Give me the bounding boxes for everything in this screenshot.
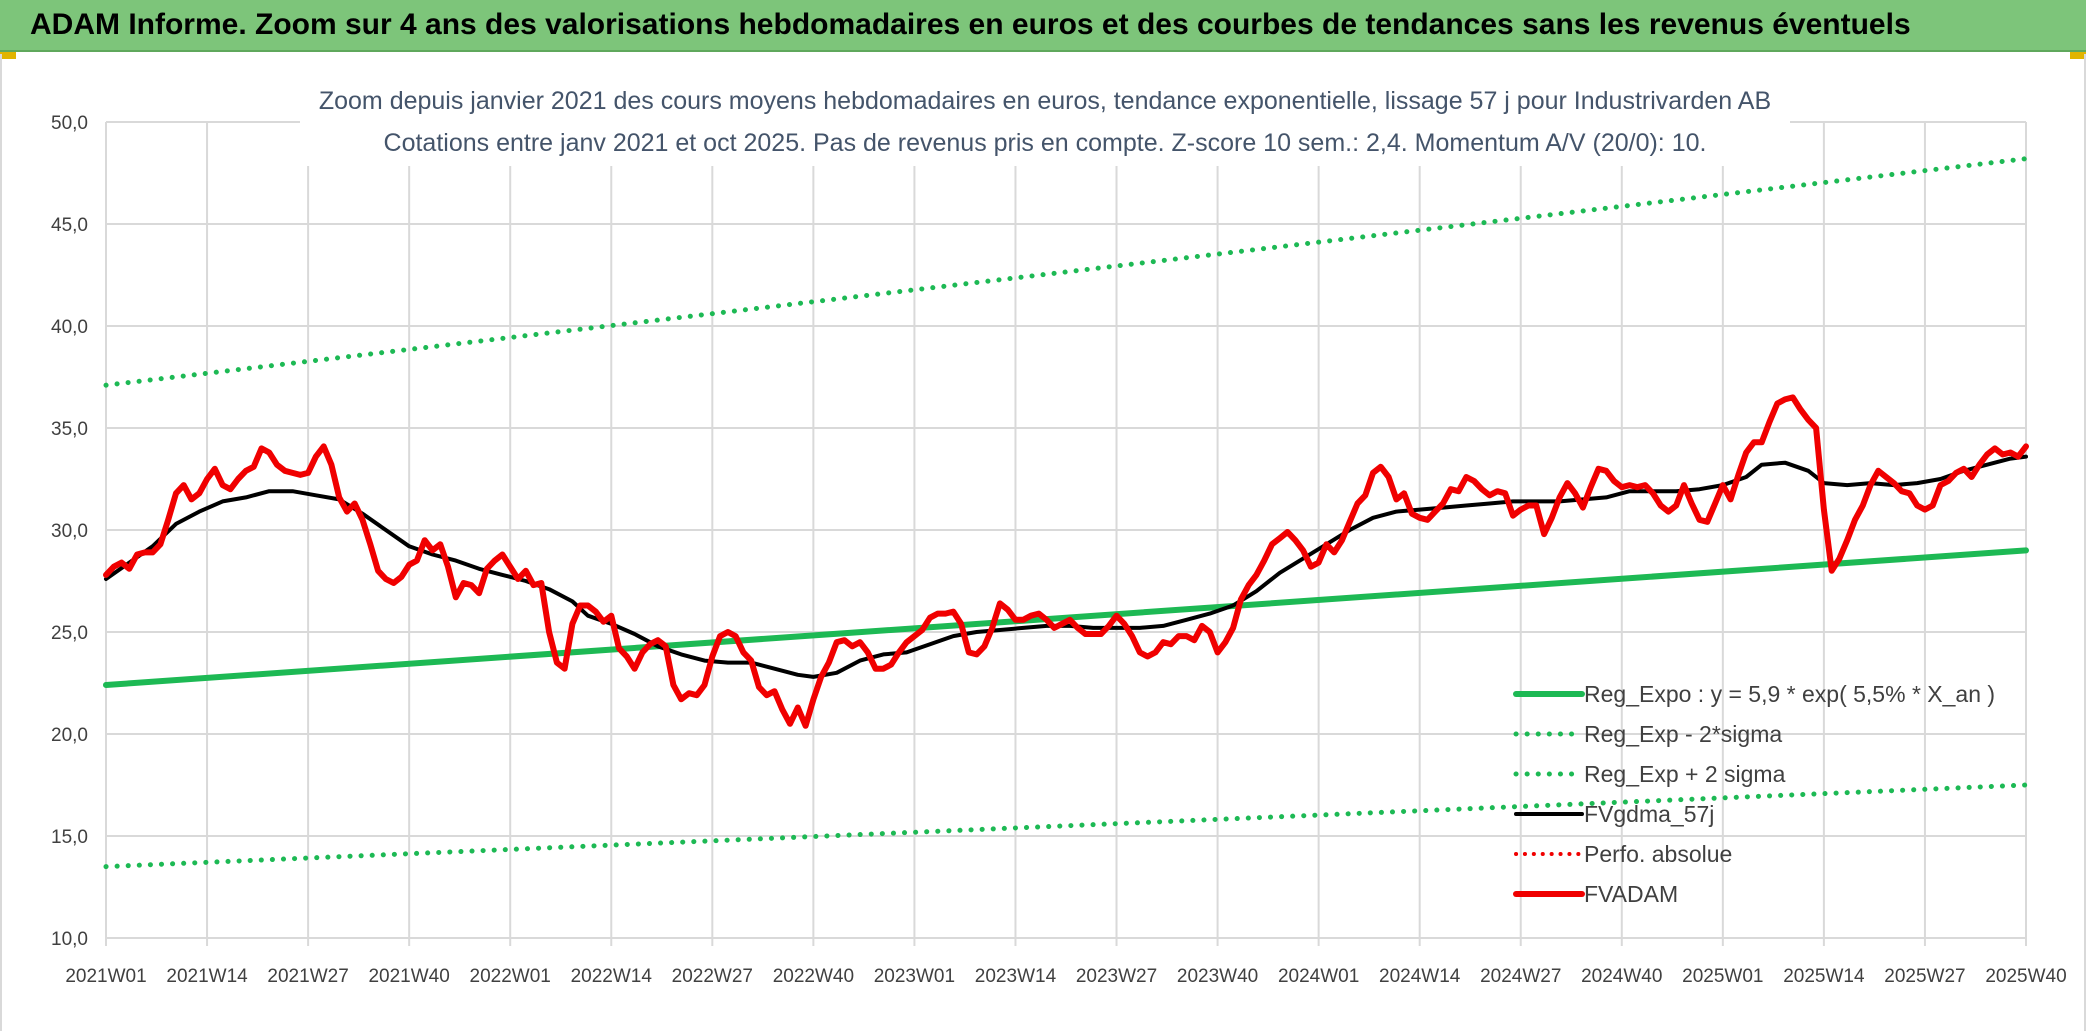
title-bg (300, 80, 1790, 166)
x-tick-label: 2025W01 (1682, 966, 1763, 987)
y-tick-label: 30,0 (51, 521, 88, 542)
x-tick-label: 2021W27 (267, 966, 348, 987)
y-tick-label: 15,0 (51, 827, 88, 848)
x-tick-label: 2022W40 (773, 966, 854, 987)
report-title: ADAM Informe. Zoom sur 4 ans des valoris… (30, 8, 1911, 41)
x-tick-label: 2021W40 (368, 966, 449, 987)
x-tick-label: 2024W27 (1480, 966, 1561, 987)
y-tick-label: 50,0 (51, 113, 88, 134)
chart-title: Zoom depuis janvier 2021 des cours moyen… (319, 87, 1771, 115)
report-banner: ADAM Informe. Zoom sur 4 ans des valoris… (0, 0, 2086, 52)
series-line-price (103, 394, 2029, 729)
y-tick-label: 20,0 (51, 725, 88, 746)
legend-label-low: Reg_Exp - 2*sigma (1584, 721, 1782, 747)
x-tick-label: 2023W14 (975, 966, 1057, 987)
x-tick-label: 2025W40 (1985, 966, 2066, 987)
x-tick-label: 2022W01 (470, 966, 551, 987)
legend: Reg_Expo : y = 5,9 * exp( 5,5% * X_an ) R… (1513, 681, 1995, 907)
series-line-high (103, 156, 2029, 388)
x-axis-labels: 2021W01 2021W14 2021W27 2021W40 2022W01 2022W… (65, 966, 2066, 987)
x-tick-label: 2023W40 (1177, 966, 1258, 987)
y-tick-label: 25,0 (51, 623, 88, 644)
chart-subtitle: Cotations entre janv 2021 et oct 2025. P… (384, 129, 1707, 157)
banner-accent-right (2070, 52, 2086, 59)
series-layer (103, 156, 2029, 870)
series-line-low (103, 782, 2029, 870)
x-tick-label: 2024W14 (1379, 966, 1461, 987)
legend-label-perfo: Perfo. absolue (1584, 841, 1732, 867)
legend-label-smooth: FVgdma_57j (1584, 801, 1714, 827)
series-line-reg (103, 547, 2029, 688)
chart-title-background (300, 80, 1790, 166)
legend-label-reg: Reg_Expo : y = 5,9 * exp( 5,5% * X_an ) (1584, 681, 1995, 707)
x-tick-label: 2023W27 (1076, 966, 1157, 987)
x-tick-label: 2021W14 (166, 966, 248, 987)
x-tick-label: 2023W01 (874, 966, 955, 987)
x-tick-label: 2025W14 (1783, 966, 1865, 987)
y-tick-label: 45,0 (51, 215, 88, 236)
x-tick-label: 2021W01 (65, 966, 146, 987)
x-tick-label: 2024W01 (1278, 966, 1359, 987)
y-axis-labels: 10,0 15,0 20,0 25,0 30,0 35,0 40,0 45,0 50,0 (51, 113, 88, 950)
x-tick-label: 2024W40 (1581, 966, 1662, 987)
chart-frame (0, 54, 2086, 1031)
legend-label-high: Reg_Exp + 2 sigma (1584, 761, 1786, 787)
banner-accent-left (0, 52, 16, 59)
y-tick-label: 10,0 (51, 929, 88, 950)
series-line-smooth (104, 454, 2028, 679)
y-tick-label: 40,0 (51, 317, 88, 338)
y-tick-label: 35,0 (51, 419, 88, 440)
x-tick-label: 2022W14 (571, 966, 653, 987)
grid (105, 121, 2027, 946)
x-tick-label: 2025W27 (1884, 966, 1965, 987)
x-tick-label: 2022W27 (672, 966, 753, 987)
legend-label-price: FVADAM (1584, 881, 1678, 907)
